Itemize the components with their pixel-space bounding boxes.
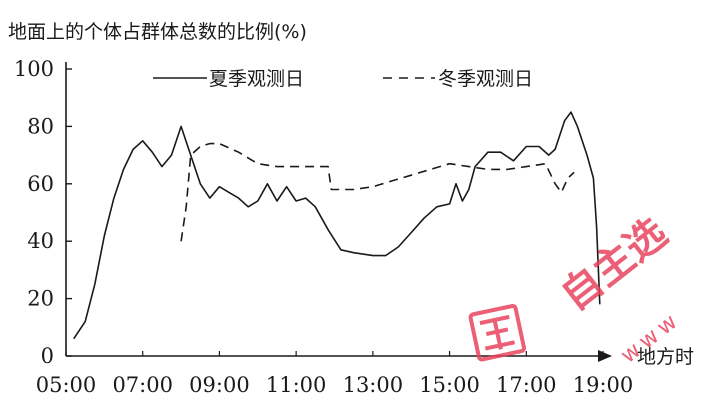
y-ticks: 0 20 40 60 80 100 [14, 57, 72, 368]
y-tick-label: 60 [27, 172, 54, 196]
y-tick-label: 0 [41, 344, 54, 368]
watermark-logo-icon [468, 303, 527, 362]
legend-label-winter: 冬季观测日 [438, 68, 533, 90]
x-tick-label: 11:00 [266, 373, 327, 397]
y-tick-label: 100 [14, 57, 54, 81]
y-tick-label: 20 [27, 287, 54, 311]
x-tick-label: 19:00 [573, 373, 634, 397]
x-axis-arrow [598, 350, 612, 362]
series-line-winter [180, 142, 575, 242]
series-group [73, 111, 601, 340]
x-tick-label: 07:00 [112, 373, 173, 397]
x-tick-label: 09:00 [189, 373, 250, 397]
x-tick-label: 17:00 [496, 373, 557, 397]
y-tick-label: 40 [27, 229, 54, 253]
legend-label-summer: 夏季观测日 [209, 68, 304, 90]
series-line-summer [73, 111, 601, 340]
y-axis-title: 地面上的个体占群体总数的比例(%) [8, 21, 307, 43]
x-tick-label: 05:00 [36, 373, 97, 397]
x-axis-title: 地方时 [637, 346, 694, 368]
x-ticks: 05:00 07:00 09:00 11:00 13:00 15:00 17:00 19:00 [36, 351, 634, 397]
x-tick-label: 15:00 [419, 373, 480, 397]
watermark-brand: 自主选 [553, 210, 676, 320]
watermark: 自主选 www [468, 210, 686, 369]
legend: 夏季观测日 冬季观测日 [153, 68, 533, 90]
y-tick-label: 80 [27, 114, 54, 138]
x-tick-label: 13:00 [343, 373, 404, 397]
